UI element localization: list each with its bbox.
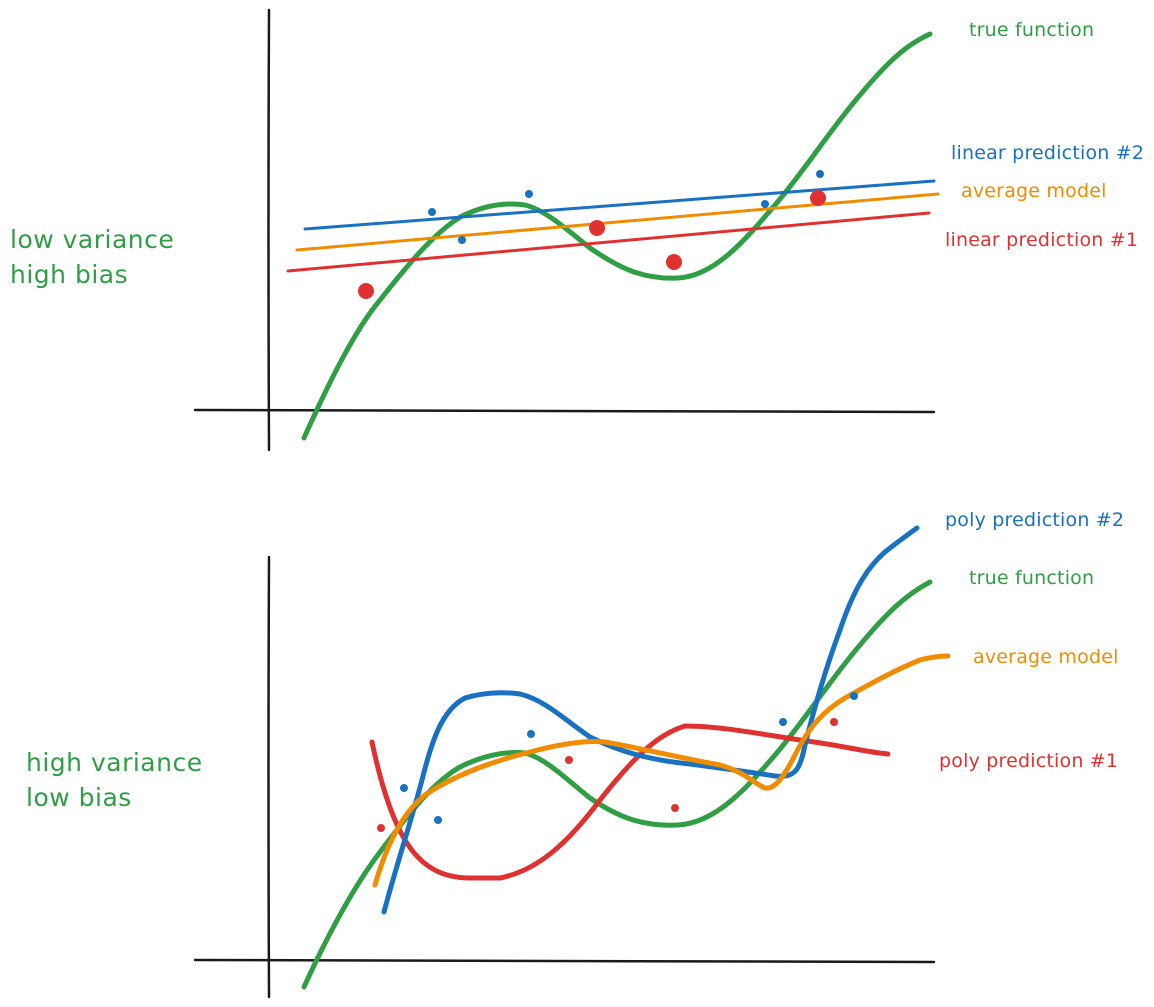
top-legend-linear-prediction-2: linear prediction #2 [951,142,1144,164]
top-x-axis [193,408,936,414]
bottom-y-axis [267,555,271,999]
top-panel: low variance high bias true function lin… [10,8,1144,452]
bottom-blue-point [850,692,858,700]
bottom-blue-point [779,718,787,726]
top-linear-prediction-1-line [286,211,931,273]
bottom-red-point [671,804,679,812]
top-true-function-curve [301,31,933,441]
bottom-blue-point [400,784,408,792]
bottom-red-point [565,756,573,764]
bottom-side-label-line1: high variance [26,748,203,777]
top-blue-point [428,208,436,216]
top-average-model-line [295,192,940,252]
bottom-legend-poly-prediction-1: poly prediction #1 [939,750,1118,772]
top-red-point [666,254,682,270]
bottom-panel: high variance low bias poly prediction #… [26,509,1124,999]
top-blue-point [761,200,769,208]
top-red-point [589,220,605,236]
top-side-label-line2: high bias [10,260,128,289]
bottom-legend-true-function: true function [969,567,1094,589]
bottom-side-label-line2: low bias [26,783,132,812]
top-red-point [810,190,826,206]
top-linear-prediction-2-line [303,179,936,231]
bottom-blue-point [434,816,442,824]
bottom-blue-point [527,730,535,738]
top-red-point [358,283,374,299]
bottom-red-point [830,718,838,726]
bottom-red-point [377,824,385,832]
top-legend-average-model: average model [961,180,1107,202]
top-legend-linear-prediction-1: linear prediction #1 [945,229,1138,251]
bottom-legend-average-model: average model [973,646,1119,668]
top-blue-point [458,236,466,244]
top-legend-true-function: true function [969,19,1094,41]
bottom-x-axis [193,958,936,964]
top-y-axis [267,8,271,452]
bottom-poly-prediction-2-curve [381,525,920,915]
bottom-legend-poly-prediction-2: poly prediction #2 [945,509,1124,531]
top-side-label-line1: low variance [10,225,174,254]
top-blue-point [816,170,824,178]
bottom-average-model-curve [372,653,951,888]
top-blue-point [525,190,533,198]
